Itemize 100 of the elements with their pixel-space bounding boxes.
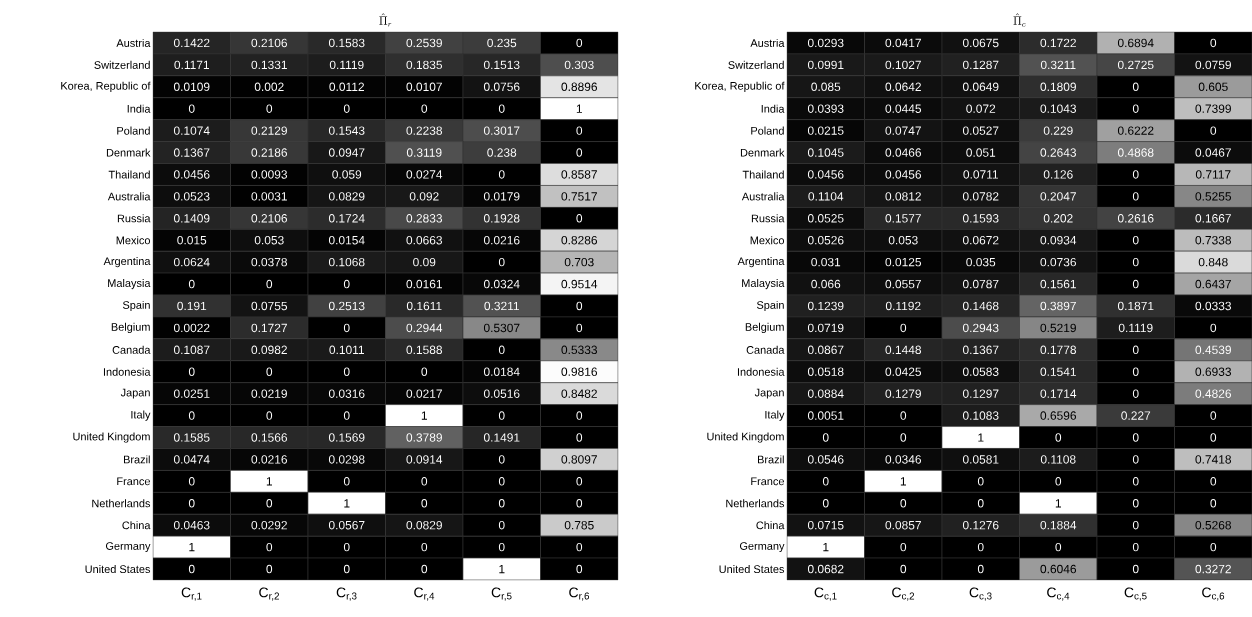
data-label: 0 (498, 257, 505, 267)
data-label: 0.1491 (483, 433, 520, 442)
data-label: 0.0219 (251, 389, 287, 398)
data-label: 0 (822, 433, 829, 442)
data-label: 0.5307 (483, 323, 520, 333)
data-label: 0.1276 (962, 520, 999, 530)
data-label: 0.1448 (885, 345, 922, 355)
data-label: 0 (1210, 433, 1217, 442)
data-label: 1 (344, 499, 350, 508)
x-tick-label: C$_{r,1}$ (181, 587, 202, 601)
data-label: 0.1192 (885, 301, 921, 311)
data-label: 0.0346 (885, 455, 922, 464)
y-tick-label: Australia (741, 192, 785, 201)
x-tick-label: C$_{r,2}$ (259, 587, 279, 601)
data-label: 0.9816 (561, 367, 598, 376)
data-label: 0 (1132, 170, 1139, 179)
data-label: 0.0715 (807, 520, 844, 530)
data-label: 0 (498, 411, 505, 420)
data-label: 0 (343, 477, 350, 486)
data-label: 0.0109 (173, 82, 210, 92)
data-label: 0.0456 (885, 170, 922, 179)
data-label: 0.5268 (1195, 520, 1232, 530)
data-label: 0 (1210, 499, 1217, 508)
data-label: 0 (188, 499, 195, 508)
y-tick-label: Russia (117, 214, 151, 223)
y-tick-label: India (127, 104, 151, 113)
data-label: 0 (1055, 477, 1062, 486)
data-label: 0 (498, 455, 505, 464)
y-tick-label: Austria (116, 38, 151, 47)
data-label: 0.0217 (406, 389, 442, 398)
data-label: 0.3017 (483, 126, 520, 135)
data-label: 0 (343, 411, 350, 420)
data-label: 0.0161 (406, 279, 442, 289)
data-label: 0.0672 (962, 236, 999, 245)
data-label: 0.002 (254, 82, 284, 92)
data-label: 0 (343, 367, 350, 376)
data-label: 0.1513 (483, 60, 520, 70)
data-label: 0.3789 (406, 433, 442, 442)
data-label: 0.1068 (328, 257, 365, 267)
data-label: 0.0755 (251, 301, 288, 311)
data-label: 0.2539 (406, 38, 442, 48)
data-label: 0 (1132, 477, 1139, 486)
data-label: 0.053 (888, 236, 918, 245)
data-label: 0.0711 (963, 170, 999, 179)
data-label: 0.1561 (1040, 279, 1076, 289)
y-tick-label: France (751, 477, 784, 486)
data-label: 0.085 (811, 82, 841, 92)
data-label: 0.1422 (173, 38, 210, 48)
data-label: 0.8482 (561, 389, 597, 398)
data-label: 0.1011 (329, 345, 365, 355)
y-tick-label: Spain (122, 300, 150, 312)
data-label: 0.1027 (885, 60, 921, 70)
data-label: 0 (1055, 433, 1062, 442)
data-label: 0.0112 (329, 82, 364, 92)
data-label: 0.1409 (173, 214, 210, 223)
data-label: 0 (576, 214, 583, 223)
y-tick-label: India (761, 104, 785, 113)
x-tick-label: C$_{c,5}$ (1124, 587, 1147, 601)
data-label: 0.6437 (1195, 279, 1231, 289)
data-label: 0.051 (966, 148, 996, 157)
data-label: 0.035 (966, 257, 996, 267)
y-tick-label: France (117, 477, 150, 486)
y-tick-label: Brazil (123, 455, 150, 464)
data-label: 0.0934 (1040, 236, 1077, 245)
data-label: 0.0154 (328, 236, 365, 245)
data-label: 0.0829 (328, 192, 365, 201)
data-label: 0.0022 (173, 323, 210, 333)
data-label: 0.0884 (807, 389, 844, 398)
data-label: 0.1566 (251, 433, 288, 442)
data-label: 0.0518 (807, 367, 844, 376)
data-label: 0.2106 (251, 214, 288, 223)
y-tick-label: Japan (754, 388, 784, 399)
data-label: 0 (1132, 279, 1139, 289)
data-label: 0 (576, 433, 583, 442)
data-label: 0.1043 (1040, 104, 1077, 113)
data-label: 0.7338 (1195, 236, 1232, 245)
data-label: 0 (421, 367, 428, 376)
data-label: 0 (343, 323, 350, 333)
data-label: 0 (1132, 82, 1139, 92)
data-label: 0.0857 (885, 520, 921, 530)
data-label: 0.1583 (328, 38, 365, 48)
data-label: 0.09 (413, 257, 436, 267)
data-label: 0.1239 (807, 301, 844, 311)
data-label: 0.059 (332, 170, 362, 179)
data-label: 0.0523 (173, 192, 210, 201)
data-label: 0.2943 (962, 323, 999, 333)
x-tick-label: C$_{c,6}$ (1202, 587, 1225, 601)
data-label: 0.0567 (328, 520, 365, 530)
data-label: 0.0251 (173, 389, 210, 398)
y-tick-label: Switzerland (94, 60, 150, 69)
data-label: 0.126 (1043, 170, 1073, 179)
data-label: 0 (900, 433, 907, 442)
y-tick-label: Mexico (116, 236, 151, 245)
data-label: 0 (977, 564, 984, 574)
data-label: 0.1588 (406, 345, 443, 355)
data-label: 0 (498, 542, 505, 552)
y-tick-label: Russia (751, 214, 785, 223)
data-label: 0.303 (564, 60, 594, 70)
data-label: 0.015 (177, 236, 207, 245)
data-label: 0 (188, 367, 195, 376)
